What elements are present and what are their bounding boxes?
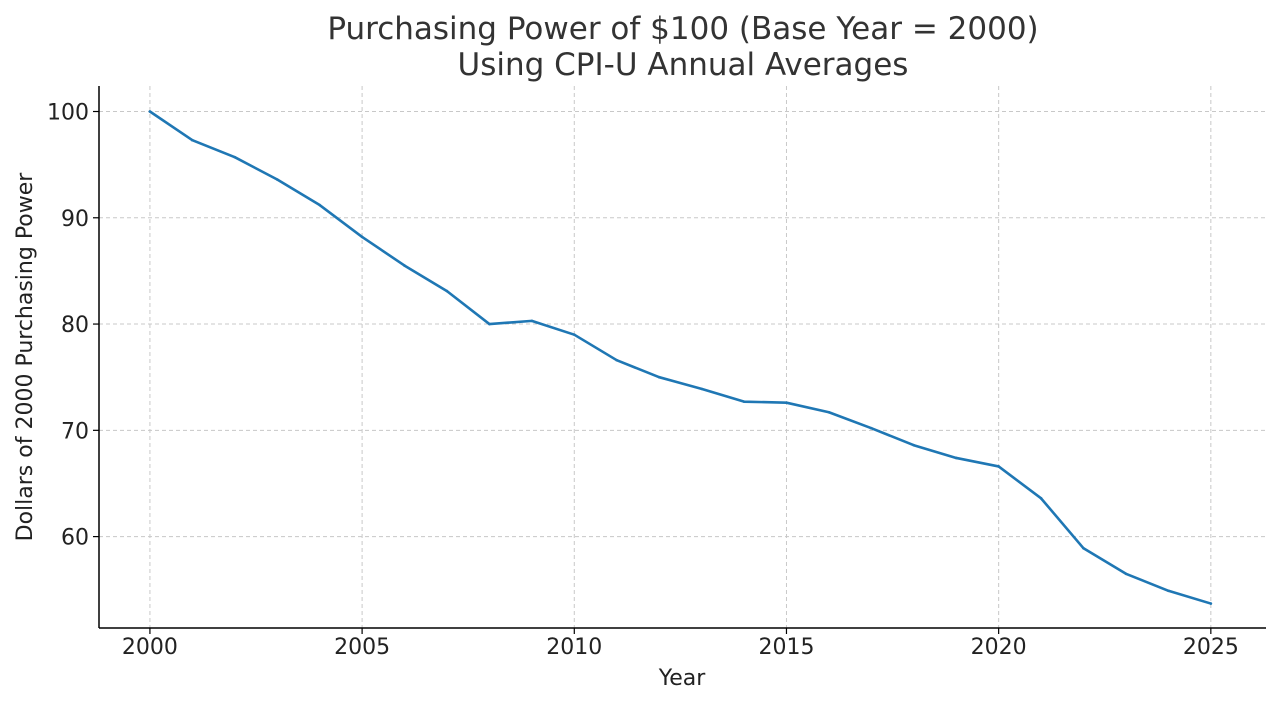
data-point xyxy=(615,358,619,362)
data-point xyxy=(785,401,788,404)
y-tick-label: 100 xyxy=(47,101,89,126)
data-point xyxy=(1124,572,1128,576)
data-point xyxy=(233,155,237,159)
data-point xyxy=(403,264,406,267)
data-point xyxy=(827,410,831,414)
data-point xyxy=(191,138,194,142)
data-point xyxy=(1039,497,1043,500)
data-point xyxy=(148,110,152,113)
data-point xyxy=(275,178,279,181)
y-tick-label: 80 xyxy=(61,313,89,338)
data-point xyxy=(997,465,1000,468)
x-axis-label: Year xyxy=(658,666,707,691)
data-point xyxy=(488,322,491,326)
x-tick-label: 2000 xyxy=(122,635,178,660)
data-point xyxy=(318,203,321,207)
data-point xyxy=(1167,589,1170,593)
series-layer xyxy=(148,110,1213,605)
data-point xyxy=(657,375,661,379)
data-point xyxy=(954,456,958,460)
data-point xyxy=(572,333,576,336)
x-tick-label: 2015 xyxy=(758,635,814,660)
x-tick-label: 2010 xyxy=(546,635,602,660)
x-tick-label: 2025 xyxy=(1183,635,1239,660)
data-point xyxy=(530,319,534,323)
grid xyxy=(99,86,1266,628)
y-tick-label: 70 xyxy=(61,419,89,444)
data-point xyxy=(445,289,449,293)
data-point xyxy=(1082,546,1085,550)
y-tick-label: 60 xyxy=(61,526,89,551)
series-line xyxy=(148,110,1213,605)
ticks: 2000 2005 2010 2015 2020 2025 60 70 80 90 100 xyxy=(47,101,1239,660)
x-tick-label: 2020 xyxy=(971,635,1027,660)
x-tick-label: 2005 xyxy=(334,635,390,660)
y-axis-label: Dollars of 2000 Purchasing Power xyxy=(13,172,38,542)
data-point xyxy=(360,235,364,239)
data-point xyxy=(700,387,703,391)
data-point xyxy=(742,400,746,403)
data-point xyxy=(870,426,873,430)
data-point xyxy=(912,443,916,447)
y-tick-label: 90 xyxy=(61,207,89,232)
data-point xyxy=(1209,602,1213,605)
axes xyxy=(98,86,1266,629)
chart-title-line-2: Using CPI-U Annual Averages xyxy=(458,47,909,83)
chart-title-line-1: Purchasing Power of $100 (Base Year = 20… xyxy=(327,11,1038,47)
